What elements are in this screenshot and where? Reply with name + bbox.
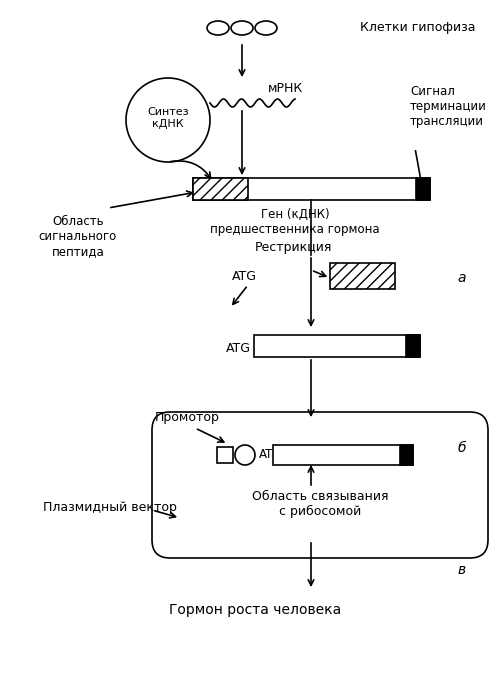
Text: ATG: ATG [232,270,257,282]
Text: Промотор: Промотор [155,412,220,425]
Text: Синтез
кДНК: Синтез кДНК [147,107,189,129]
Bar [330,263,395,289]
Text: ATG: ATG [226,342,251,355]
FancyBboxPatch shape [152,412,488,558]
Text: Плазмидный вектор: Плазмидный вектор [43,501,177,514]
Bar [273,445,413,465]
Text: Гормон роста человека: Гормон роста человека [169,603,341,617]
Text: б: б [458,441,466,455]
Text: а: а [458,271,466,285]
Bar [217,447,233,463]
Text: Область связывания
с рибосомой: Область связывания с рибосомой [252,490,388,518]
Text: Ген (кДНК)
предшественника гормона: Ген (кДНК) предшественника гормона [210,208,380,236]
Bar [193,178,430,200]
Bar [406,335,420,357]
Text: Область
сигнального
пептида: Область сигнального пептида [39,215,117,258]
Bar [416,178,430,200]
Bar [254,335,420,357]
Text: ATG: ATG [259,448,283,462]
Text: мРНК: мРНК [268,82,303,94]
Text: в: в [458,563,466,577]
Text: Сигнал
терминации
трансляции: Сигнал терминации трансляции [410,85,487,128]
Text: Клетки гипофиза: Клетки гипофиза [360,22,475,34]
Text: Рестрикция: Рестрикция [255,241,332,255]
Bar [400,445,413,465]
Bar [193,178,248,200]
